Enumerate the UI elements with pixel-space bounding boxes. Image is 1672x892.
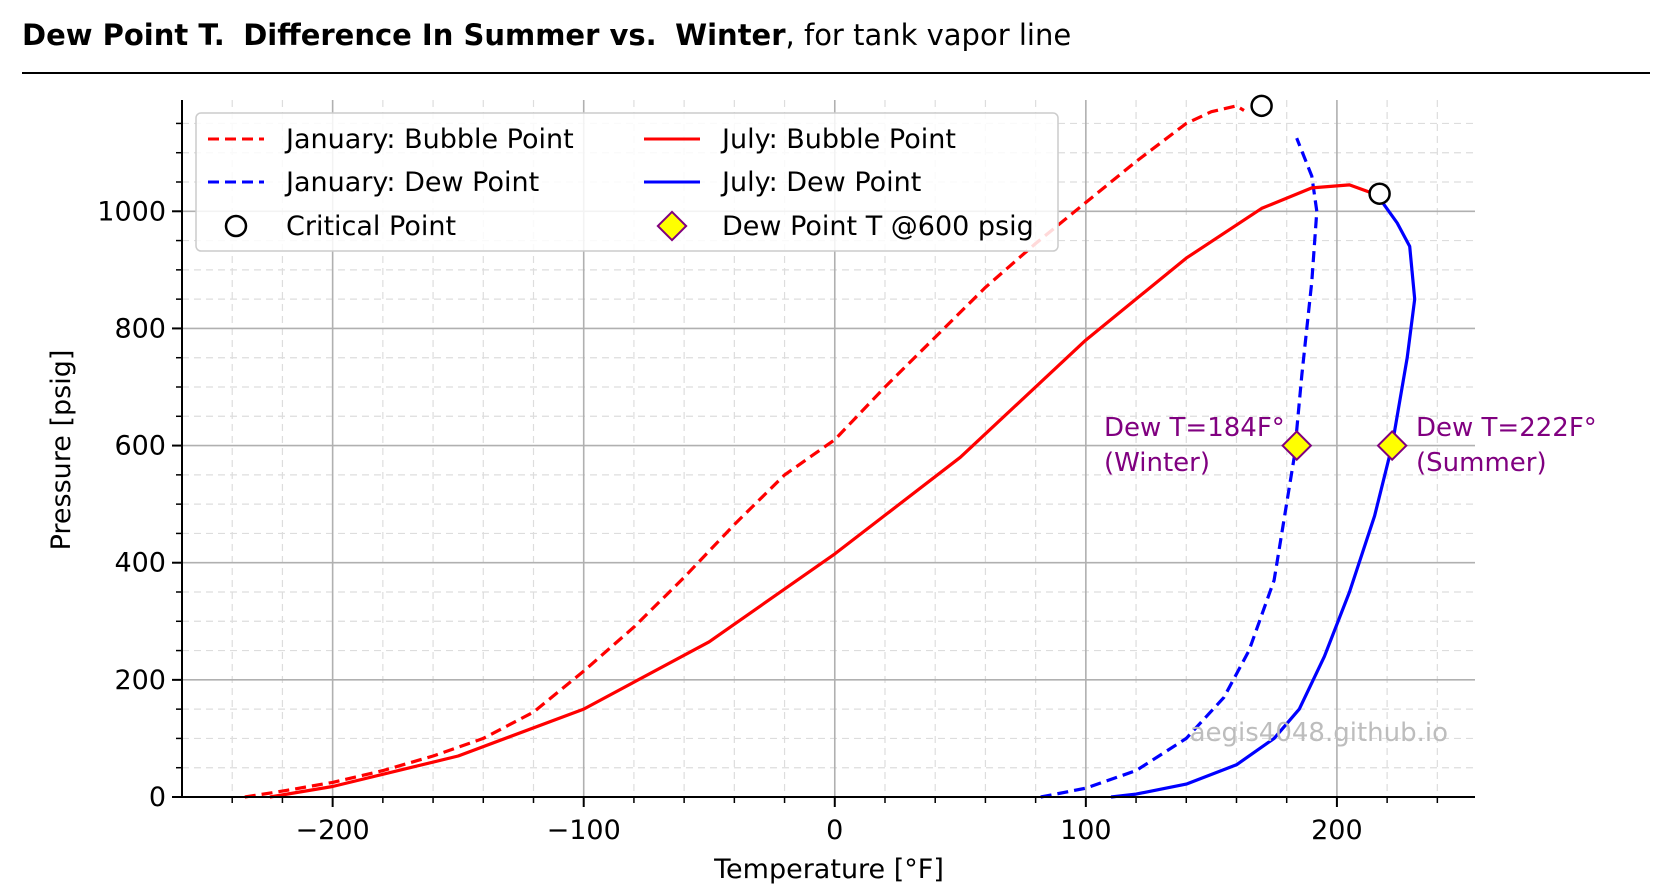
annotation-layer: Dew T=184F° (Winter) Dew T=222F° (Summer… [1104, 413, 1597, 478]
legend: January: Bubble Point January: Dew Point… [195, 112, 1059, 252]
y-tick-label: 1000 [97, 196, 166, 227]
title-rest: , for tank vapor line [785, 18, 1072, 52]
critical-point-marker [1368, 182, 1391, 205]
series-layer [244, 104, 1417, 799]
y-tick-label: 400 [114, 548, 166, 579]
x-axis-label: Temperature [°F] [713, 854, 944, 885]
annotation-winter-line1: Dew T=184F° [1104, 413, 1285, 443]
title-bold-3: Winter [675, 18, 786, 52]
x-tick-label: 100 [1060, 815, 1112, 846]
y-tick-label: 600 [114, 431, 166, 462]
critical-point-marker [1250, 94, 1273, 118]
series-jan-bubble-line [244, 104, 1245, 799]
annotation-summer-line1: Dew T=222F° [1416, 413, 1597, 443]
axes-layer: −200 −100 0 100 200 0 200 400 600 800 1000 [97, 100, 1475, 846]
legend-label-jul-bubble: July: Bubble Point [720, 124, 956, 155]
annotation-summer-line2: (Summer) [1416, 448, 1547, 478]
legend-swatch-critical-point [224, 214, 248, 238]
watermark: aegis4048.github.io [1190, 718, 1448, 748]
annotation-winter-line2: (Winter) [1104, 448, 1210, 478]
legend-swatch-dew-marker [656, 210, 688, 242]
chart-title: Dew Point T. Difference In Summer vs. Wi… [22, 18, 1071, 52]
series-jul-bubble-line [269, 183, 1378, 799]
x-tick-label: 200 [1311, 815, 1363, 846]
series-jan-dew-line [1040, 137, 1319, 799]
title-bold-2: Difference In Summer vs. [243, 18, 657, 52]
legend-label-dew-marker: Dew Point T @600 psig [722, 211, 1034, 242]
dew-point-marker [1281, 430, 1313, 462]
legend-label-jan-dew: January: Dew Point [284, 167, 539, 198]
series-jul-dew-line [1110, 193, 1417, 799]
dew-point-marker [1376, 430, 1408, 462]
marker-layer [1250, 94, 1408, 462]
x-tick-label: −200 [296, 815, 370, 846]
legend-frame [195, 112, 1059, 252]
y-tick-label: 200 [114, 665, 166, 696]
x-tick-label: −100 [547, 815, 621, 846]
y-axis-label: Pressure [psig] [46, 350, 77, 551]
legend-label-critical-point: Critical Point [286, 211, 456, 242]
x-tick-label: 0 [826, 815, 843, 846]
title-underline [22, 72, 1650, 74]
y-tick-label: 800 [114, 313, 166, 344]
legend-label-jan-bubble: January: Bubble Point [284, 124, 574, 155]
y-tick-label: 0 [149, 782, 166, 813]
legend-label-jul-dew: July: Dew Point [720, 167, 921, 198]
title-bold-1: Dew Point T. [22, 18, 225, 52]
